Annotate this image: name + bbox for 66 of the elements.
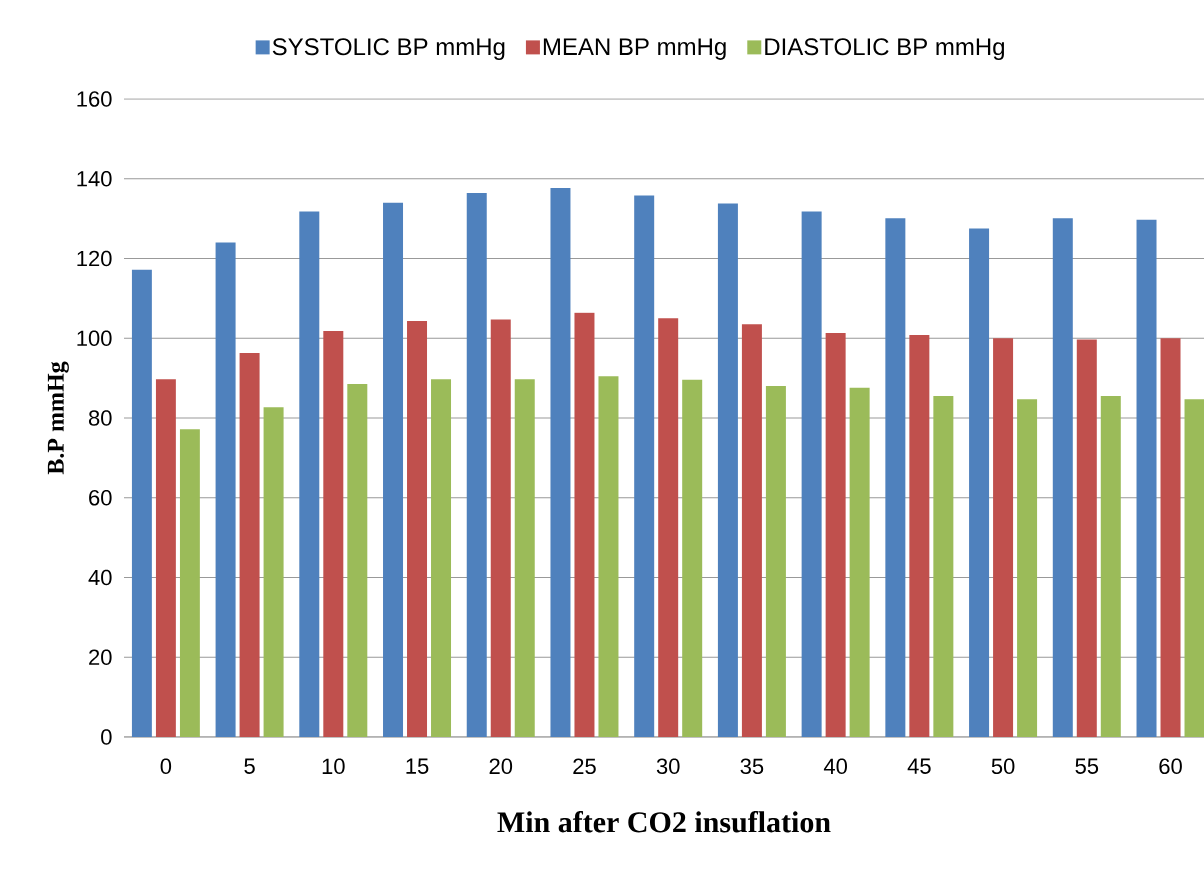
legend-label: DIASTOLIC BP mmHg — [765, 38, 1004, 60]
bar — [969, 228, 990, 737]
x-tick-label: 15 — [406, 758, 429, 774]
bar — [1052, 218, 1073, 737]
bar — [849, 387, 870, 737]
bar — [574, 312, 595, 737]
y-tick-label: 60 — [89, 489, 112, 506]
x-tick-label: 25 — [573, 758, 596, 775]
bar — [407, 321, 428, 737]
bar — [466, 193, 487, 737]
x-tick-label: 40 — [823, 758, 847, 775]
bar — [1160, 338, 1181, 737]
y-tick-label: 120 — [77, 250, 112, 267]
y-tick-label: 40 — [88, 569, 112, 586]
bar — [1184, 399, 1204, 737]
y-tick-label: 20 — [89, 649, 112, 666]
bar — [717, 203, 738, 737]
x-axis-title: Min after CO2 insuflation — [497, 810, 831, 833]
y-tick-label: 100 — [77, 330, 112, 347]
y-tick-label: 140 — [77, 170, 112, 187]
bar — [658, 318, 679, 737]
bar — [741, 324, 762, 737]
x-tick-label: 0 — [160, 758, 172, 775]
bar — [1136, 219, 1157, 737]
legend-label: SYSTOLIC BP mmHg — [272, 38, 505, 60]
bar — [1076, 339, 1097, 737]
y-axis-title: B.P mmHg — [47, 361, 69, 475]
x-tick-label: 50 — [991, 758, 1015, 775]
bar — [1100, 396, 1121, 737]
bar — [634, 195, 655, 737]
x-tick-label: 10 — [322, 758, 345, 775]
x-tick-label: 5 — [244, 758, 255, 774]
x-tick-label: 60 — [1159, 758, 1182, 775]
bar — [765, 386, 786, 737]
y-tick-label: 0 — [101, 729, 112, 745]
x-tick-label: 35 — [740, 758, 764, 775]
bar — [825, 333, 846, 737]
x-tick-label: 55 — [1075, 758, 1099, 774]
bar — [347, 384, 368, 737]
y-tick-label: 160 — [77, 91, 112, 107]
bar — [179, 429, 200, 737]
x-tick-label: 30 — [656, 758, 680, 775]
bar — [323, 331, 344, 737]
bar — [682, 379, 703, 737]
bar — [131, 269, 152, 737]
bar — [239, 353, 260, 737]
bar — [909, 335, 930, 737]
bar — [550, 187, 571, 737]
bar — [215, 242, 236, 737]
bar — [598, 376, 619, 737]
legend-label: MEAN BP mmHg — [543, 38, 726, 60]
bar — [431, 379, 452, 737]
bar — [885, 218, 906, 737]
bar — [263, 407, 284, 737]
bar — [299, 211, 320, 737]
bar — [993, 338, 1014, 737]
bar — [933, 396, 954, 737]
bar — [801, 211, 822, 737]
x-tick-label: 45 — [907, 758, 931, 774]
bar — [1017, 399, 1038, 737]
bar — [383, 202, 404, 737]
x-tick-label: 20 — [489, 758, 513, 775]
bar — [155, 379, 176, 737]
y-tick-label: 80 — [88, 410, 112, 426]
bar — [490, 319, 511, 737]
bar — [514, 379, 535, 737]
